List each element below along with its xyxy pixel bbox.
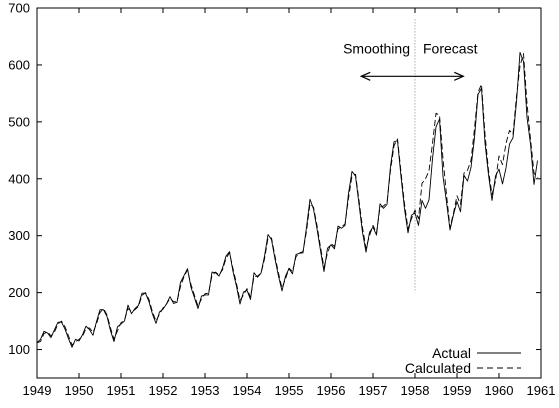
x-tick-label: 1957: [359, 383, 388, 398]
series-line-actual: [36, 51, 538, 348]
x-tick-label: 1953: [191, 383, 220, 398]
x-tick-label: 1955: [275, 383, 304, 398]
x-tick-label: 1958: [401, 383, 430, 398]
y-tick-label: 300: [8, 228, 30, 243]
x-axis: 1949 1950 1951 1952 1953 1954 1955 1956 1957 1958…: [23, 8, 556, 398]
series-line-calculated: [36, 53, 538, 346]
arrow-left-head: [359, 71, 371, 81]
y-tick-label: 600: [8, 57, 30, 72]
x-tick-label: 1952: [149, 383, 178, 398]
x-tick-label: 1959: [443, 383, 472, 398]
forecast-label: Forecast: [423, 41, 478, 57]
legend-actual-label: Actual: [432, 345, 471, 361]
y-tick-label: 500: [8, 114, 30, 129]
y-axis: 100 200 300 400 500 600 700: [8, 1, 541, 357]
x-tick-label: 1961: [527, 383, 556, 398]
y-tick-label: 100: [8, 342, 30, 357]
legend: Actual Calculated: [405, 345, 521, 376]
smoothing-forecast-arrow: [359, 71, 465, 81]
y-tick-label: 700: [8, 1, 30, 16]
x-tick-label: 1949: [23, 383, 52, 398]
x-tick-label: 1960: [485, 383, 514, 398]
y-tick-label: 200: [8, 285, 30, 300]
plot-frame: [36, 7, 542, 379]
x-tick-label: 1954: [233, 383, 262, 398]
arrow-right-head: [454, 71, 465, 81]
x-tick-label: 1950: [65, 383, 94, 398]
y-tick-label: 400: [8, 171, 30, 186]
x-tick-label: 1951: [107, 383, 136, 398]
smoothing-label: Smoothing: [343, 41, 410, 57]
x-tick-label: 1956: [317, 383, 346, 398]
legend-calculated-label: Calculated: [405, 360, 471, 376]
series-lines: [36, 51, 538, 348]
